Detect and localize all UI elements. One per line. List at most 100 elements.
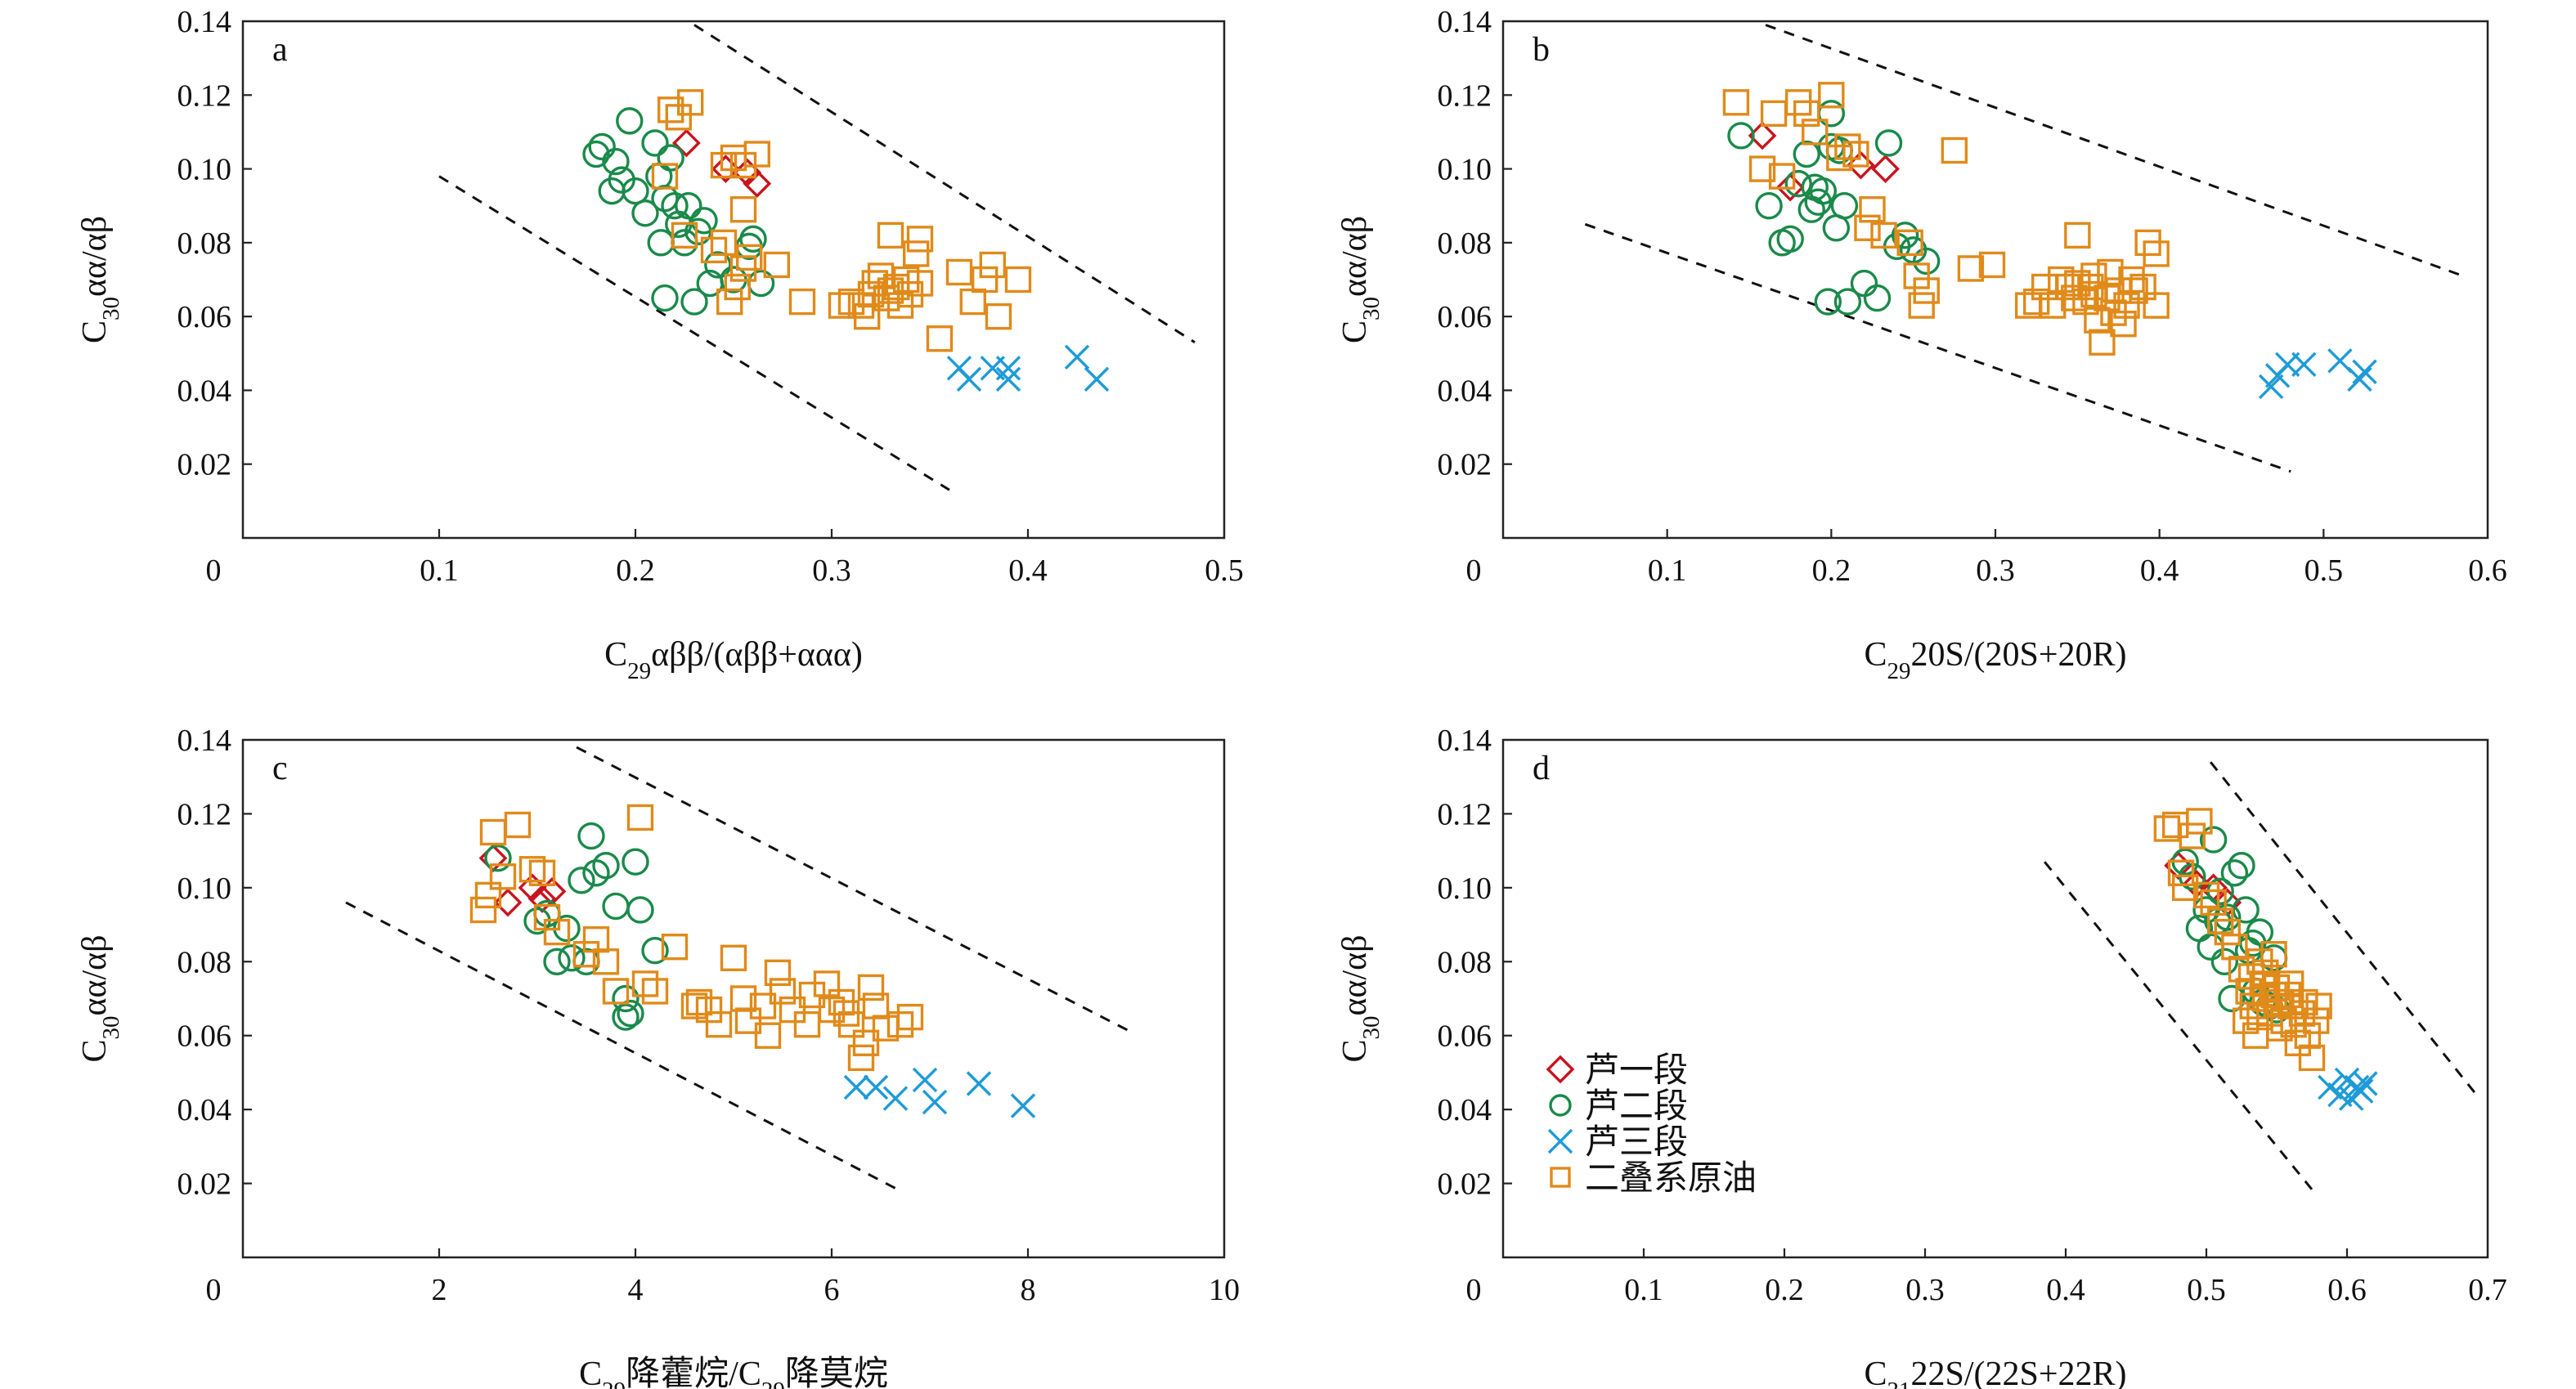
data-point-perm: [959, 288, 987, 316]
data-point-lu2: [1784, 169, 1812, 198]
y-tick-label: 0.04: [177, 374, 232, 408]
data-point-lu2: [602, 892, 630, 921]
data-point-perm: [657, 96, 684, 123]
y-axis-label-part: αα/αβ: [1336, 934, 1374, 1015]
x-tick-label: 6: [824, 1273, 840, 1307]
data-point-perm: [2252, 959, 2279, 987]
x-axis-label: C3122S/(22S+22R): [1864, 1355, 2126, 1389]
x-axis-label-part: 20S/(20S+20R): [1910, 636, 2126, 674]
data-point-lu2: [675, 192, 702, 220]
boundary-line: [345, 901, 901, 1192]
data-point-lu3: [995, 356, 1021, 381]
data-point-perm: [2080, 280, 2107, 308]
data-point-lu2: [2214, 903, 2242, 931]
data-point-perm: [572, 941, 600, 968]
y-tick-label: 0.02: [177, 1167, 232, 1202]
data-point-perm: [837, 288, 865, 316]
data-point-lu3: [2347, 366, 2372, 392]
data-point-perm: [793, 1010, 821, 1038]
data-point-lu2: [558, 944, 586, 972]
data-point-lu2: [602, 147, 630, 176]
plot-frame: [1501, 738, 2489, 1259]
data-point-perm: [906, 226, 934, 253]
data-point-lu2: [1863, 284, 1892, 312]
data-point-perm: [2110, 310, 2137, 338]
y-tick-label: 0.14: [1438, 724, 1492, 758]
data-point-perm: [533, 903, 561, 931]
data-point-lu2: [739, 225, 767, 253]
y-axis-label-part: αα/αβ: [1336, 216, 1374, 297]
data-point-perm: [474, 881, 502, 909]
y-tick-label: 0.14: [1438, 5, 1492, 39]
y-tick-label: 0.10: [177, 871, 232, 906]
legend-label-lu3: 芦三段: [1585, 1124, 1688, 1162]
x-tick-label: 0.4: [1008, 553, 1048, 588]
legend-marker-lu3: [1547, 1128, 1573, 1154]
plot-frame: [241, 738, 1226, 1259]
data-point-perm: [1859, 196, 1886, 223]
data-point-perm: [1004, 266, 1032, 293]
data-point-lu1: [743, 169, 772, 199]
data-point-lu2: [1830, 192, 1859, 220]
boundary-line: [1765, 24, 2464, 277]
boundary-line: [1584, 222, 2291, 473]
data-point-lu2: [588, 132, 616, 161]
data-point-lu3: [912, 1067, 938, 1093]
data-point-lu3: [966, 1071, 992, 1096]
data-point-perm: [749, 992, 777, 1019]
data-point-lu2: [680, 288, 708, 316]
data-point-perm: [1896, 229, 1923, 257]
data-point-perm: [979, 251, 1007, 279]
data-point-lu2: [608, 166, 635, 194]
data-point-perm: [489, 863, 517, 890]
data-point-perm: [1722, 89, 1750, 116]
y-axis-label-part: C: [76, 320, 114, 343]
data-point-perm: [677, 89, 704, 116]
legend-label-lu1: 芦一段: [1585, 1052, 1688, 1090]
data-point-lu3: [2318, 1074, 2343, 1100]
x-tick-label: 0.6: [2468, 553, 2507, 588]
y-tick-label: 0.08: [177, 226, 232, 261]
boundary-line: [2044, 861, 2318, 1196]
data-point-perm: [2260, 981, 2287, 1009]
boundary-line: [693, 24, 1196, 344]
x-tick-label: 0.2: [616, 553, 655, 588]
data-point-lu2: [568, 867, 595, 894]
data-point-perm: [2294, 1022, 2322, 1049]
data-point-perm: [734, 1007, 762, 1034]
data-point-lu2: [645, 162, 673, 190]
panel-letter: b: [1533, 31, 1550, 69]
boundary-line: [2209, 761, 2478, 1096]
x-tick-label: 0.5: [2187, 1273, 2226, 1307]
x-tick-label: 0.7: [2468, 1273, 2507, 1307]
data-point-lu2: [747, 269, 775, 298]
data-point-perm: [764, 959, 792, 987]
boundary-line: [438, 175, 950, 491]
y-tick-label: 0.12: [177, 797, 232, 831]
y-tick-label: 0.02: [1438, 448, 1492, 482]
data-point-lu3: [995, 366, 1021, 392]
data-point-perm: [2214, 918, 2242, 946]
data-point-perm: [788, 288, 816, 316]
x-axis-label-part: 29: [1887, 658, 1910, 684]
y-axis-label-part: C: [76, 1040, 114, 1063]
x-tick-label: 0.6: [2327, 1273, 2367, 1307]
data-point-lu2: [647, 229, 675, 257]
y-tick-label: 0.08: [1438, 226, 1492, 261]
legend-label-lu2: 芦二段: [1585, 1088, 1688, 1126]
data-point-lu1: [1748, 121, 1777, 150]
data-point-perm: [847, 1044, 875, 1072]
y-tick-label: 0.04: [1438, 1093, 1492, 1127]
x-axis-label-part: 降藿烷/C: [626, 1355, 761, 1389]
data-point-lu2: [1797, 195, 1825, 223]
data-point-perm: [2143, 292, 2170, 319]
data-point-perm: [2284, 1029, 2312, 1056]
data-point-perm: [763, 251, 790, 279]
data-point-lu3: [843, 1074, 869, 1100]
data-point-perm: [626, 804, 654, 831]
data-point-perm: [862, 992, 890, 1019]
data-point-perm: [2200, 889, 2227, 916]
data-point-lu3: [2353, 1071, 2378, 1096]
data-point-perm: [582, 925, 610, 953]
data-point-perm: [779, 996, 806, 1024]
